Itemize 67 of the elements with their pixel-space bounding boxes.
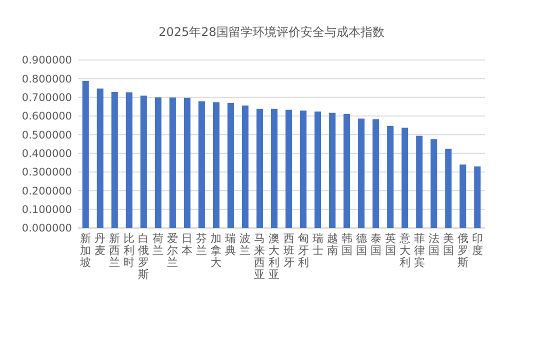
x-tick-label: 比利时 bbox=[124, 232, 135, 269]
x-tick-label: 荷兰 bbox=[152, 232, 164, 257]
y-tick-label: 0.000000 bbox=[22, 222, 72, 235]
x-tick-label: 马来西亚 bbox=[254, 232, 266, 281]
y-tick-label: 0.500000 bbox=[22, 129, 72, 142]
x-tick-label: 澳大利亚 bbox=[268, 232, 280, 281]
x-tick-label: 瑞典 bbox=[225, 232, 236, 257]
bar bbox=[402, 128, 408, 228]
bar bbox=[198, 101, 205, 228]
x-tick-label: 英国 bbox=[384, 232, 396, 257]
bar bbox=[329, 112, 336, 228]
x-tick-label: 匈牙利 bbox=[298, 232, 309, 269]
x-tick-label: 印度 bbox=[472, 232, 483, 257]
bar bbox=[344, 114, 350, 228]
bar bbox=[82, 80, 89, 228]
bar bbox=[416, 136, 423, 228]
x-tick-label: 菲律宾 bbox=[414, 232, 425, 269]
y-tick-label: 0.800000 bbox=[22, 73, 72, 86]
bar bbox=[474, 166, 481, 228]
x-tick-label: 白俄罗斯 bbox=[138, 232, 150, 281]
bar bbox=[227, 102, 234, 228]
bar bbox=[242, 106, 248, 228]
y-tick-label: 0.400000 bbox=[22, 148, 72, 160]
bar bbox=[184, 98, 190, 228]
bar bbox=[358, 118, 365, 228]
y-tick-label: 0.300000 bbox=[22, 166, 72, 179]
bar bbox=[285, 110, 292, 228]
x-tick-label: 俄罗斯 bbox=[457, 232, 468, 269]
x-tick-label: 芬兰 bbox=[196, 232, 208, 257]
x-tick-label: 越南 bbox=[326, 232, 338, 257]
y-tick-label: 0.100000 bbox=[22, 204, 72, 216]
bar bbox=[445, 148, 452, 228]
bar bbox=[96, 88, 104, 228]
x-tick-label: 爱尔兰 bbox=[167, 232, 178, 269]
x-tick-label: 加拿大 bbox=[210, 232, 222, 269]
y-tick-label: 0.900000 bbox=[22, 54, 72, 67]
x-tick-label: 德国 bbox=[356, 232, 367, 257]
bar bbox=[372, 119, 380, 228]
chart-title: 2025年28国留学环境评价安全与成本指数 bbox=[158, 25, 384, 39]
x-tick-label: 瑞士 bbox=[312, 232, 324, 257]
y-tick-label: 0.700000 bbox=[22, 92, 72, 104]
bar bbox=[314, 112, 322, 228]
x-tick-label: 法国 bbox=[428, 232, 440, 257]
x-tick-label: 波兰 bbox=[240, 232, 251, 257]
bar bbox=[256, 108, 263, 228]
bar bbox=[126, 92, 132, 228]
bar bbox=[140, 96, 147, 228]
bar bbox=[270, 108, 278, 228]
bar bbox=[387, 126, 394, 228]
bar bbox=[430, 139, 438, 228]
bar bbox=[111, 92, 118, 228]
x-tick-label: 美国 bbox=[442, 232, 454, 257]
x-tick-label: 韩国 bbox=[341, 232, 352, 257]
x-tick-label: 泰国 bbox=[370, 232, 382, 257]
bar bbox=[300, 110, 307, 228]
x-tick-label: 日本 bbox=[182, 232, 193, 257]
bar bbox=[169, 98, 176, 228]
x-tick-label: 新加坡 bbox=[79, 232, 92, 269]
x-tick-label: 西班牙 bbox=[283, 232, 294, 269]
bar bbox=[460, 164, 466, 228]
x-tick-label: 意大利 bbox=[398, 232, 410, 269]
y-tick-label: 0.200000 bbox=[22, 185, 72, 198]
bar bbox=[212, 102, 220, 228]
x-tick-label: 丹麦 bbox=[94, 232, 106, 257]
bar bbox=[154, 97, 162, 228]
y-tick-label: 0.600000 bbox=[22, 110, 72, 123]
x-tick-label: 新西兰 bbox=[109, 232, 120, 269]
